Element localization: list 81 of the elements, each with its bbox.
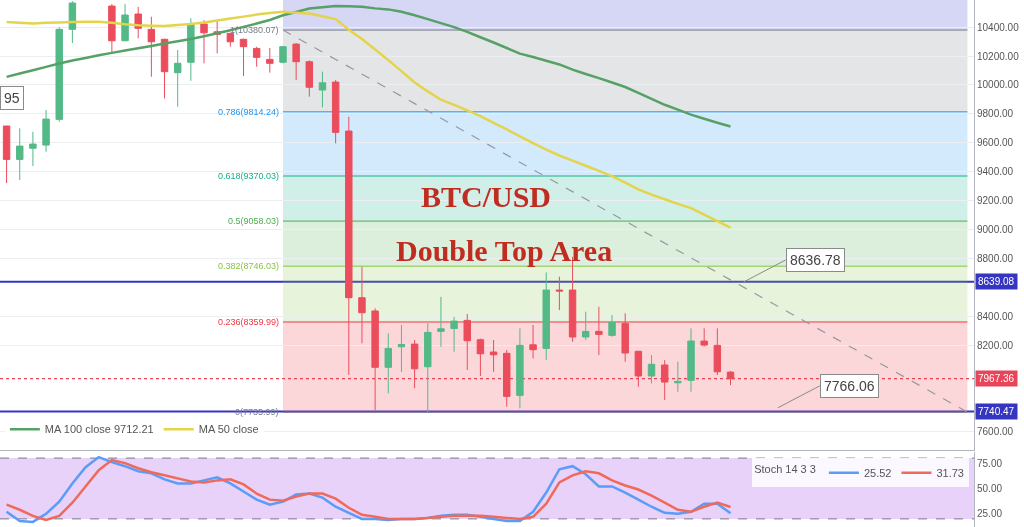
ref-line-label: 7740.47	[978, 406, 1015, 417]
y-tick-label: 10200.00	[977, 50, 1020, 62]
ref-line-label: 0(7735.99)	[235, 407, 279, 417]
band-label: 0.382(8746.03)	[218, 261, 280, 271]
line-series	[5, 10, 732, 229]
annotation: 8636.78	[790, 252, 841, 268]
text: Double Top Area	[396, 234, 613, 267]
y-tick-label: 8200.00	[977, 339, 1014, 351]
y-tick-label: 50.00	[977, 482, 1003, 494]
y-tick-label: 25.00	[977, 508, 1003, 520]
candlestick	[121, 3, 129, 42]
candlestick	[450, 316, 458, 353]
candlestick	[292, 42, 300, 81]
candlestick	[147, 16, 156, 78]
band-label: 1(10380.07)	[230, 25, 279, 35]
y-tick-label: 9200.00	[977, 195, 1014, 207]
candlestick	[687, 327, 695, 393]
candlestick	[160, 38, 169, 99]
candlestick	[29, 131, 37, 167]
y-tick-label: 10000.00	[977, 79, 1020, 91]
candlestick	[581, 311, 590, 341]
candlestick	[55, 26, 63, 123]
candlestick	[700, 327, 708, 348]
y-tick-label: 8800.00	[977, 252, 1014, 264]
y-tick-label: 9000.00	[977, 223, 1014, 235]
candlestick	[305, 59, 314, 98]
band-label: 0.236(8359.99)	[218, 317, 280, 327]
ref-line-label: 8639.08	[978, 276, 1015, 287]
y-tick-label: 75.00	[977, 457, 1003, 469]
annotation: 7766.06	[824, 378, 875, 394]
candlestick	[424, 322, 432, 413]
legend-title: Stoch 14 3 3	[754, 462, 816, 475]
annotation: 95	[4, 90, 20, 106]
candlestick	[239, 38, 248, 77]
candlestick	[476, 338, 485, 377]
candlestick	[68, 0, 77, 44]
candlestick	[279, 45, 287, 64]
candlestick	[173, 49, 182, 108]
legend-label: MA 100 close 9712.21	[44, 423, 154, 436]
candlestick	[331, 79, 340, 144]
candlestick	[555, 276, 564, 311]
line-series	[5, 4, 732, 128]
legend-label: 31.73	[936, 467, 964, 480]
candlestick	[358, 266, 366, 344]
y-tick-label: 8400.00	[977, 310, 1014, 322]
y-tick-label: 9400.00	[977, 166, 1014, 178]
candlestick	[489, 339, 498, 373]
candlestick	[542, 271, 550, 361]
candlestick	[200, 19, 208, 64]
text: BTC/USD	[421, 180, 552, 213]
candlestick	[437, 296, 445, 348]
candlestick	[529, 324, 537, 359]
band-label: 0.786(9814.24)	[218, 107, 280, 117]
candlestick	[384, 332, 393, 394]
y-tick-label: 7600.00	[977, 426, 1014, 438]
candlestick	[318, 71, 327, 108]
y-tick-label: 10400.00	[977, 21, 1020, 33]
legend-label: 25.52	[863, 467, 892, 480]
candlestick	[713, 327, 722, 376]
candlestick	[252, 46, 261, 68]
candlestick	[608, 314, 616, 338]
candlestick	[647, 354, 656, 384]
candlestick	[463, 313, 471, 371]
candlestick	[621, 312, 629, 363]
candlestick	[16, 127, 24, 181]
candlestick	[187, 17, 195, 82]
candlestick	[345, 116, 353, 376]
band-label: 0.5(9058.03)	[228, 216, 280, 226]
legend-label: MA 50 close	[198, 423, 259, 436]
candlestick	[674, 361, 682, 393]
candlestick	[266, 47, 274, 74]
candlestick	[42, 109, 50, 153]
candlestick	[595, 306, 603, 356]
candlestick	[516, 327, 524, 409]
candlestick	[397, 324, 406, 373]
y-tick-label: 9800.00	[977, 108, 1014, 120]
candlestick	[2, 125, 11, 184]
candlestick	[108, 3, 116, 54]
y-tick-label: 9600.00	[977, 137, 1014, 149]
band-label: 0.618(9370.03)	[218, 171, 280, 181]
ref-line-label: 7967.36	[978, 373, 1015, 384]
